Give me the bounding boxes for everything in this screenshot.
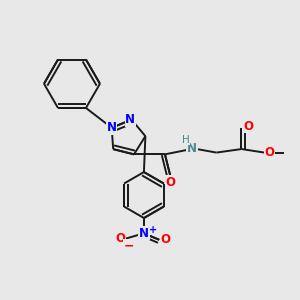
Text: H: H: [182, 135, 189, 145]
Text: O: O: [243, 120, 253, 133]
Text: N: N: [107, 121, 117, 134]
Text: O: O: [165, 176, 175, 188]
Text: −: −: [123, 239, 134, 253]
Text: N: N: [139, 227, 149, 240]
Text: N: N: [125, 113, 135, 126]
Text: O: O: [160, 233, 170, 246]
Text: +: +: [149, 225, 157, 235]
Text: O: O: [265, 146, 275, 159]
Text: O: O: [116, 232, 125, 245]
Text: N: N: [187, 142, 197, 155]
